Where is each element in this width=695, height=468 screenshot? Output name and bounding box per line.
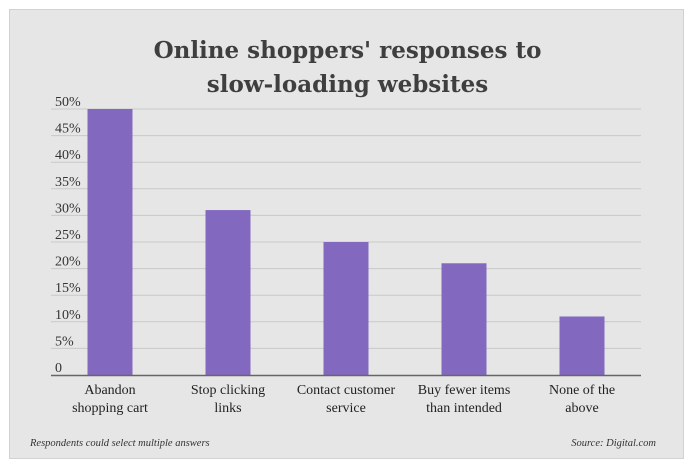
y-tick-label: 15% [55, 281, 81, 296]
y-tick-label: 5% [55, 334, 74, 349]
x-tick-label: Contact customer service [297, 383, 396, 416]
x-tick-label: Abandon shopping cart [72, 383, 148, 416]
chart-title-line-2: slow-loading websites [206, 71, 489, 98]
chart-card: Online shoppers' responses to slow-loadi… [9, 9, 684, 459]
y-tick-label: 35% [55, 175, 81, 190]
x-tick-label: Buy fewer items than intended [418, 383, 511, 416]
y-tick-label: 50% [55, 95, 81, 110]
y-tick-label: 40% [55, 148, 81, 163]
x-tick-label-line: None of the [549, 383, 615, 398]
x-tick-label-line: Contact customer [297, 383, 396, 398]
bar-chart: 0 5% 10% 15% 20% 25% 30% 35% 40% 45% 50% Abandon sh… [51, 95, 641, 416]
y-tick-label: 45% [55, 122, 81, 137]
x-tick-label-line: than intended [426, 401, 502, 416]
y-axis-ticks: 0 5% 10% 15% 20% 25% 30% 35% 40% 45% 50% [55, 95, 81, 376]
chart-title: Online shoppers' responses to slow-loadi… [10, 34, 685, 102]
bars [87, 109, 605, 375]
chart-title-line-1: Online shoppers' responses to [153, 37, 542, 64]
x-tick-label-line: shopping cart [72, 401, 148, 416]
y-tick-label: 10% [55, 308, 81, 323]
x-tick-label-line: service [326, 401, 366, 416]
x-tick-label-line: Buy fewer items [418, 383, 511, 398]
bar [87, 109, 133, 375]
bar [559, 316, 605, 375]
bar [205, 210, 251, 375]
footnote-source: Source: Digital.com [571, 438, 656, 449]
bar [323, 242, 369, 375]
x-tick-label-line: Stop clicking [191, 383, 265, 398]
y-tick-label: 30% [55, 201, 81, 216]
y-tick-label: 0 [55, 361, 62, 376]
x-tick-label: None of the above [549, 383, 615, 416]
x-tick-label-line: Abandon [84, 383, 135, 398]
x-axis-labels: Abandon shopping cart Stop clicking links Co… [72, 383, 615, 416]
x-tick-label: Stop clicking links [191, 383, 265, 416]
footnote-note: Respondents could select multiple answer… [30, 438, 210, 449]
bar [441, 263, 487, 375]
x-tick-label-line: above [565, 401, 598, 416]
y-tick-label: 20% [55, 255, 81, 270]
x-tick-label-line: links [214, 401, 241, 416]
y-tick-label: 25% [55, 228, 81, 243]
